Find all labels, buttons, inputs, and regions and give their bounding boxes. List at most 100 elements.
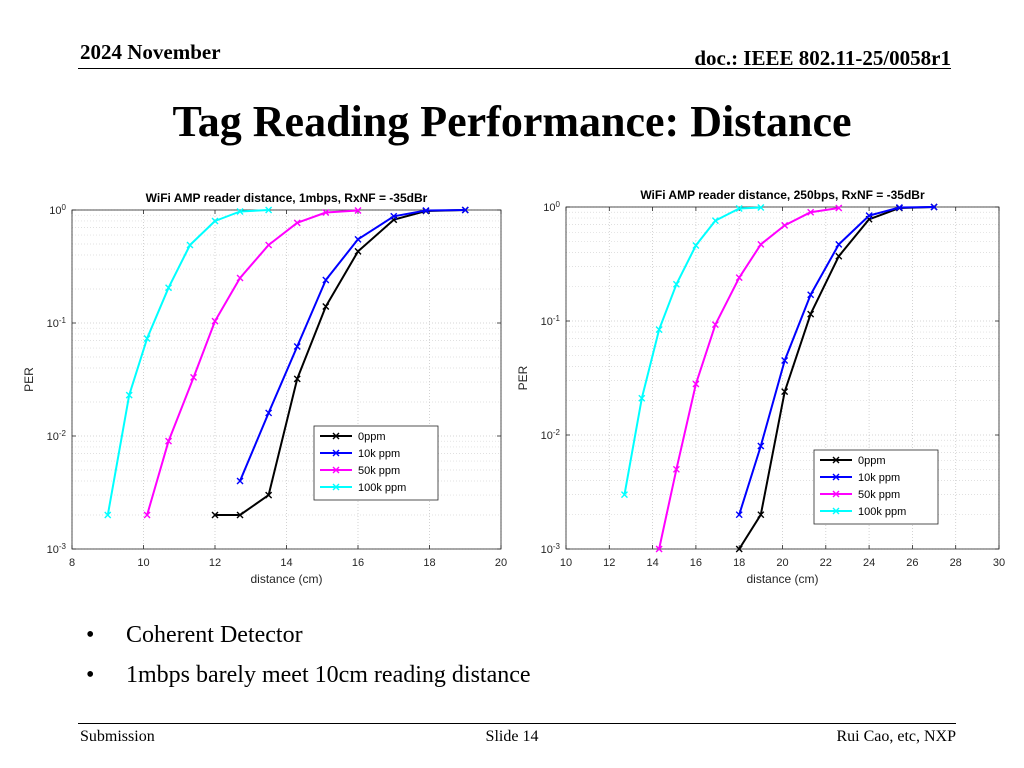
point-marker-stroke: [143, 334, 151, 342]
point-marker-stroke: [390, 212, 398, 220]
point-marker-stroke: [835, 240, 843, 248]
point-marker-stroke: [781, 357, 789, 365]
legend: 0ppm 10k ppm 50k ppm 100k ppm: [813, 449, 939, 525]
legend-label: 50k ppm: [358, 465, 400, 477]
data-point: [692, 241, 700, 249]
data-point: [186, 241, 194, 249]
point-marker-stroke: [236, 274, 244, 282]
point-marker-stroke: [211, 217, 219, 225]
x-tick-label: 20: [776, 557, 788, 569]
x-tick-label: 12: [603, 557, 615, 569]
data-point: [835, 204, 843, 212]
legend-marker: [832, 490, 840, 498]
y-tick-label: 10-2: [541, 428, 561, 443]
data-point: [757, 511, 765, 519]
data-point: [672, 280, 680, 288]
point-marker-stroke: [190, 373, 198, 381]
data-point: [835, 240, 843, 248]
point-marker-stroke: [672, 280, 680, 288]
data-point: [211, 511, 219, 519]
legend-label: 100k ppm: [358, 482, 406, 494]
point-marker-stroke: [692, 241, 700, 249]
series-line-3: [106, 209, 269, 516]
point-marker-stroke: [236, 477, 244, 485]
point-marker-stroke: [735, 511, 743, 519]
data-point: [390, 212, 398, 220]
data-point: [143, 511, 151, 519]
bullet-text: 1mbps barely meet 10cm reading distance: [126, 662, 531, 688]
point-marker-stroke: [265, 206, 273, 214]
point-marker-stroke: [265, 409, 273, 417]
data-point: [265, 491, 273, 499]
x-tick-label: 26: [906, 557, 918, 569]
y-tick-label: 10-1: [541, 314, 561, 329]
y-tick-label: 10-1: [47, 316, 67, 331]
x-tick-label: 18: [733, 557, 745, 569]
data-point: [692, 380, 700, 388]
point-marker-stroke: [781, 221, 789, 229]
data-point: [236, 207, 244, 215]
point-marker-stroke: [711, 321, 719, 329]
data-point: [354, 247, 362, 255]
chart-1mbps: 8 10 12 14 16 18 20 10-3 10-2 10-1 100 WiFi AMP rea…: [22, 191, 507, 586]
legend-marker: [832, 507, 840, 515]
data-point: [735, 205, 743, 213]
point-marker-stroke: [807, 208, 815, 216]
data-point: [354, 235, 362, 243]
legend-label: 100k ppm: [858, 506, 906, 518]
data-point: [190, 373, 198, 381]
point-marker-stroke: [125, 391, 133, 399]
point-marker-stroke: [757, 442, 765, 450]
data-point: [125, 391, 133, 399]
data-point: [655, 545, 663, 553]
point-marker-stroke: [104, 511, 112, 519]
x-tick-label: 20: [495, 557, 507, 569]
legend-label: 0ppm: [858, 455, 886, 467]
point-marker-stroke: [211, 317, 219, 325]
data-point: [143, 334, 151, 342]
data-point: [293, 342, 301, 350]
point-marker-stroke: [735, 274, 743, 282]
footer-author: Rui Cao, etc, NXP: [836, 728, 956, 745]
x-tick-label: 28: [950, 557, 962, 569]
data-point: [354, 206, 362, 214]
point-marker-stroke: [711, 217, 719, 225]
point-marker-stroke: [265, 241, 273, 249]
x-tick-label: 22: [820, 557, 832, 569]
point-marker-stroke: [655, 545, 663, 553]
data-point: [807, 310, 815, 318]
chart-250bps: 10 12 14 16 18 20 22 24 26 28 30 10-3 10-2 10-1 100 WiF…: [516, 188, 1005, 586]
y-tick-label: 100: [49, 203, 66, 218]
point-marker-stroke: [293, 342, 301, 350]
point-marker-stroke: [422, 206, 430, 214]
data-point: [735, 511, 743, 519]
point-marker-stroke: [354, 247, 362, 255]
x-tick-label: 16: [690, 557, 702, 569]
point-marker-stroke: [461, 206, 469, 214]
x-tick-label: 16: [352, 557, 364, 569]
x-tick-label: 10: [137, 557, 149, 569]
data-point: [711, 217, 719, 225]
y-tick-label: 10-3: [541, 542, 561, 557]
data-point: [835, 252, 843, 260]
slide-title: Tag Reading Performance: Distance: [172, 97, 852, 146]
point-marker-stroke: [735, 545, 743, 553]
legend-marker: [832, 473, 840, 481]
data-point: [211, 317, 219, 325]
x-tick-label: 10: [560, 557, 572, 569]
data-point: [461, 206, 469, 214]
data-point: [211, 217, 219, 225]
point-marker-stroke: [354, 235, 362, 243]
x-tick-label: 30: [993, 557, 1005, 569]
point-marker-stroke: [930, 203, 938, 211]
point-marker-stroke: [143, 511, 151, 519]
legend-marker: [332, 449, 340, 457]
point-marker-stroke: [692, 380, 700, 388]
point-marker-stroke: [293, 219, 301, 227]
header-doc-id: doc.: IEEE 802.11-25/0058r1: [694, 46, 951, 70]
y-tick-label: 10-3: [47, 542, 67, 557]
data-point: [236, 511, 244, 519]
point-marker-stroke: [807, 310, 815, 318]
y-tick-label: 10-2: [47, 429, 67, 444]
point-marker-stroke: [865, 212, 873, 220]
